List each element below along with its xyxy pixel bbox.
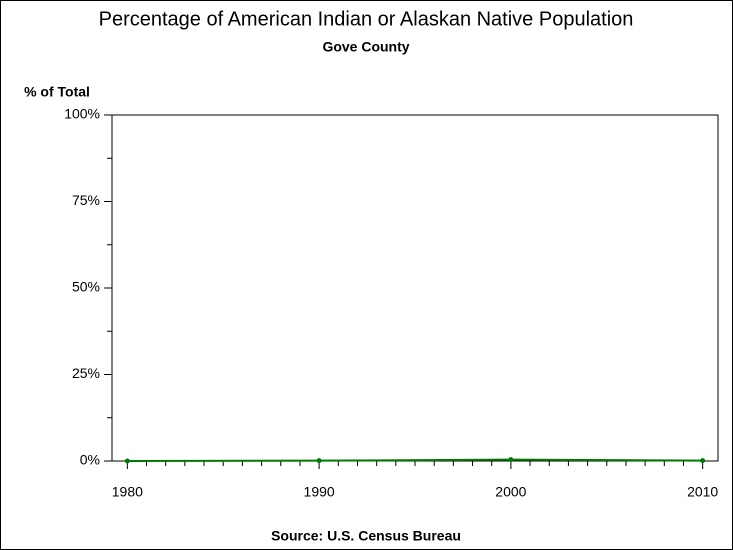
y-tick-label: 25%	[72, 365, 100, 381]
y-tick-label: 0%	[80, 452, 100, 468]
chart-subtitle: Gove County	[322, 39, 409, 55]
x-tick-label: 1990	[304, 484, 335, 500]
source-note: Source: U.S. Census Bureau	[271, 528, 461, 544]
chart-title: Percentage of American Indian or Alaskan…	[99, 8, 634, 30]
data-point	[316, 458, 322, 464]
data-point	[508, 457, 514, 463]
series-line	[127, 458, 703, 462]
data-point	[124, 458, 130, 464]
y-tick-label: 75%	[72, 192, 100, 208]
x-tick-label: 2010	[687, 484, 718, 500]
y-axis-label: % of Total	[24, 84, 90, 100]
y-tick-label: 100%	[64, 106, 100, 122]
y-tick-label: 50%	[72, 279, 100, 295]
x-tick-label: 2000	[495, 484, 526, 500]
x-tick-label: 1980	[112, 484, 143, 500]
data-point	[700, 458, 706, 464]
